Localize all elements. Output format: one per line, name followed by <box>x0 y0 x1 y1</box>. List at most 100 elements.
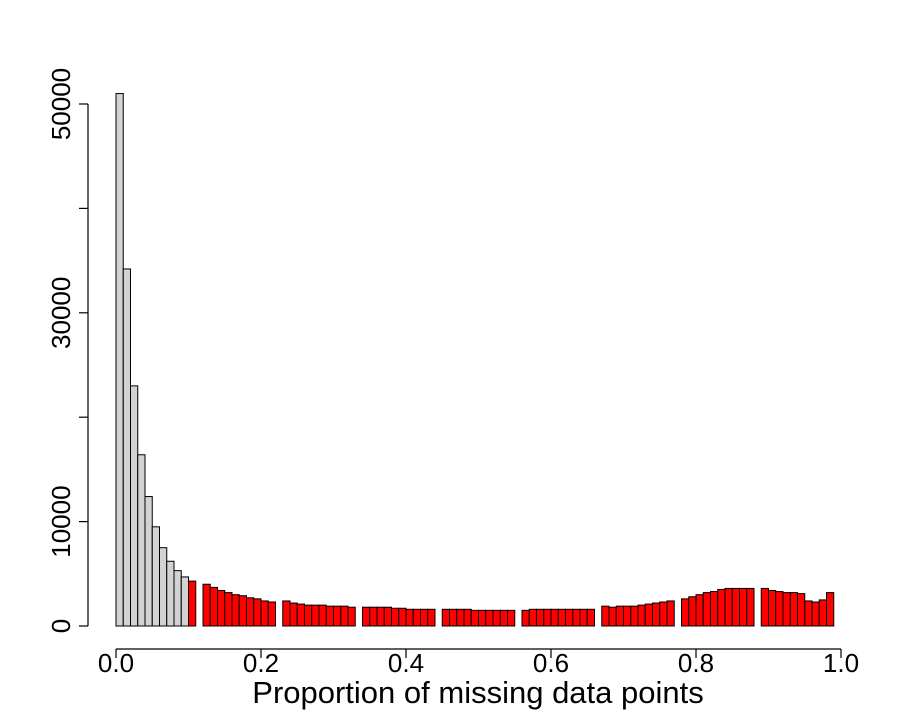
histogram-bar <box>768 590 777 627</box>
histogram-bar <box>797 593 806 627</box>
histogram-bar <box>695 594 704 627</box>
histogram-bar <box>724 587 733 627</box>
histogram-bar <box>151 526 160 627</box>
histogram-bar <box>144 496 153 627</box>
histogram-bar <box>405 608 414 627</box>
histogram-bar <box>325 605 334 627</box>
histogram-bar <box>173 570 182 627</box>
y-axis: 0 10000 30000 50000 <box>46 68 89 633</box>
histogram-bar <box>528 608 537 627</box>
histogram-bar <box>115 93 124 627</box>
histogram-bar <box>485 609 494 627</box>
histogram-bar <box>565 608 574 627</box>
histogram-bar <box>543 608 552 627</box>
histogram-bar <box>710 591 719 627</box>
x-axis: 0.0 0.2 0.4 0.6 0.8 1.0 <box>98 648 859 678</box>
histogram-bar <box>470 609 479 627</box>
histogram-bar <box>536 608 545 627</box>
histogram-bar <box>804 600 813 627</box>
histogram-bar <box>499 609 508 627</box>
histogram-bar <box>623 605 632 627</box>
histogram-bar <box>818 599 827 627</box>
histogram-bar <box>579 608 588 627</box>
histogram-bar <box>333 605 342 627</box>
y-tick-label: 30000 <box>46 277 76 349</box>
y-tick-label: 50000 <box>46 68 76 140</box>
histogram-bar <box>340 605 349 627</box>
histogram-bar <box>267 601 276 627</box>
histogram-bar <box>362 606 371 627</box>
histogram-bar <box>224 592 233 627</box>
histogram-bar <box>811 601 820 627</box>
y-tick-label: 10000 <box>46 485 76 557</box>
histogram-bar <box>608 606 617 627</box>
y-tick-label: 0 <box>46 619 76 633</box>
x-tick-label: 0.4 <box>388 648 424 678</box>
histogram-bar <box>652 602 661 627</box>
x-tick-label: 0.0 <box>98 648 134 678</box>
histogram-bar <box>202 583 211 627</box>
histogram-bar <box>681 598 690 627</box>
histogram-bar <box>122 268 131 627</box>
histogram-bar <box>478 609 487 627</box>
histogram-bar <box>456 608 465 627</box>
histogram-bar <box>398 607 407 627</box>
histogram-bar <box>775 591 784 627</box>
bars-group <box>115 93 835 627</box>
x-tick-label: 0.8 <box>678 648 714 678</box>
histogram-bar <box>304 604 313 627</box>
x-tick-label: 1.0 <box>823 648 859 678</box>
histogram-bar <box>789 592 798 627</box>
histogram-bar <box>311 604 320 627</box>
histogram-bar <box>463 608 472 627</box>
histogram-bar <box>717 588 726 627</box>
histogram-bar <box>420 608 429 627</box>
histogram-bar <box>601 605 610 627</box>
histogram-bar <box>391 607 400 627</box>
histogram-bar <box>688 596 697 627</box>
histogram-bar <box>209 586 218 627</box>
histogram-bar <box>586 608 595 627</box>
histogram-bar <box>383 606 392 627</box>
histogram-bar <box>369 606 378 627</box>
histogram-bar <box>637 604 646 627</box>
histogram-bar <box>412 608 421 627</box>
histogram-bar <box>572 608 581 627</box>
histogram-bar <box>347 606 356 627</box>
histogram-bar <box>644 603 653 627</box>
histogram-bar <box>282 600 291 627</box>
histogram-bar <box>289 602 298 627</box>
histogram-bar <box>159 547 168 627</box>
histogram-bar <box>376 606 385 627</box>
histogram-bar <box>507 609 516 627</box>
histogram-bar <box>746 587 755 627</box>
histogram-bar <box>188 580 197 627</box>
histogram-bar <box>557 608 566 627</box>
histogram-bar <box>166 560 175 627</box>
histogram-bar <box>826 592 835 627</box>
histogram-bar <box>492 609 501 627</box>
histogram-bar <box>659 601 668 627</box>
histogram-bar <box>296 603 305 627</box>
histogram-bar <box>441 608 450 627</box>
histogram-bar <box>782 592 791 627</box>
histogram-bar <box>666 600 675 627</box>
histogram-bar <box>318 604 327 627</box>
histogram-bar <box>550 608 559 627</box>
histogram-bar <box>260 600 269 627</box>
histogram-bar <box>731 587 740 627</box>
histogram-bar <box>246 597 255 627</box>
histogram-bar <box>130 385 139 627</box>
histogram-bar <box>253 598 262 627</box>
histogram-bar <box>521 609 530 627</box>
histogram-bar <box>760 587 769 627</box>
histogram-bar <box>180 576 189 627</box>
histogram-bar <box>702 592 711 627</box>
histogram-bar <box>137 454 146 627</box>
x-tick-label: 0.2 <box>243 648 279 678</box>
histogram-bar <box>739 587 748 627</box>
histogram-bar <box>217 590 226 627</box>
histogram-bar <box>231 594 240 627</box>
x-axis-title: Proportion of missing data points <box>252 675 703 710</box>
